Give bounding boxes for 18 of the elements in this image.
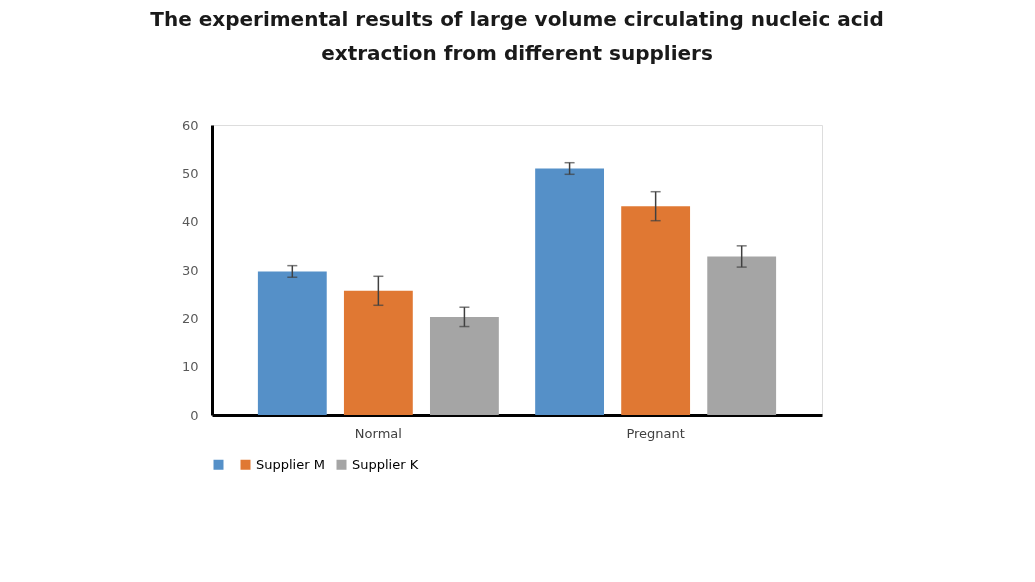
bar <box>429 316 499 415</box>
y-tick-label: 30 <box>181 262 199 278</box>
bar <box>621 206 691 415</box>
y-tick-label: 10 <box>181 359 199 375</box>
chart-title: The experimental results of large volume circulating nucleic acid extraction from different suppliers <box>150 7 884 65</box>
bar <box>343 290 413 415</box>
x-tick-label: Pregnant <box>626 425 685 441</box>
bar <box>707 256 777 415</box>
y-tick-label: 0 <box>190 407 199 423</box>
y-tick-label: 20 <box>181 310 199 326</box>
y-tick-label: 50 <box>181 165 199 181</box>
y-tick-label: 60 <box>181 117 199 133</box>
y-tick-label: 40 <box>181 214 199 230</box>
bar <box>535 168 605 415</box>
x-tick-label: Normal <box>354 425 402 441</box>
legend-label: Supplier K <box>352 456 419 472</box>
legend-label: Supplier M <box>256 456 325 472</box>
bar <box>257 271 327 415</box>
